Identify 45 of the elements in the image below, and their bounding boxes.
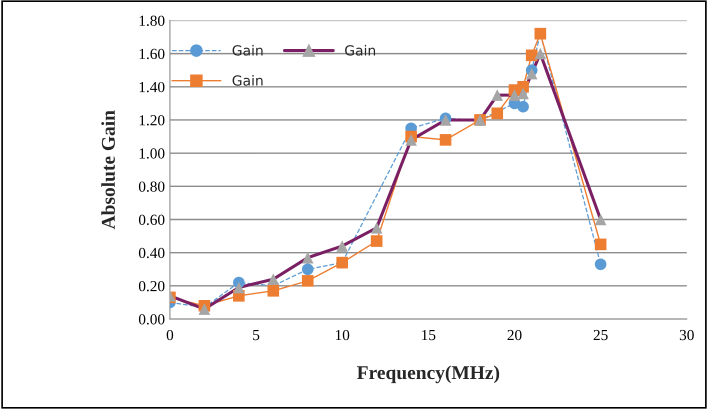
y-tick-label: 0.80 — [138, 181, 164, 192]
y-tick-label: 0.20 — [138, 280, 164, 292]
point — [440, 134, 452, 146]
point — [233, 282, 245, 294]
point — [267, 273, 280, 286]
point — [302, 252, 314, 264]
x-tick-label: 15 — [422, 330, 436, 340]
point — [302, 275, 314, 287]
point — [267, 285, 280, 297]
y-tick-label: 1.40 — [140, 82, 164, 92]
point — [370, 235, 382, 247]
x-axis-title: Frequency(MHz) — [357, 366, 500, 384]
point — [517, 80, 529, 93]
y-tick-label: 0.60 — [138, 214, 164, 226]
point — [594, 258, 606, 270]
point — [491, 108, 504, 120]
point — [594, 238, 606, 250]
y-tick-label: 0.00 — [138, 314, 164, 325]
x-tick-label: 30 — [680, 330, 694, 340]
point — [517, 88, 529, 100]
point — [370, 222, 382, 234]
x-tick-label: 0 — [166, 330, 174, 340]
legend-label: Gain — [345, 44, 376, 56]
x-tick-label: 10 — [336, 330, 350, 340]
x-tick-label: 5 — [253, 330, 260, 340]
y-tick-label: 0.40 — [138, 248, 164, 258]
legend-label: Gain — [232, 44, 263, 56]
point — [517, 100, 529, 113]
point — [526, 49, 538, 62]
x-tick-label: 25 — [594, 330, 608, 340]
point — [508, 89, 520, 101]
point — [302, 263, 314, 276]
y-axis-title: Absolute Gain — [101, 110, 115, 230]
x-tick-label: 20 — [508, 330, 522, 340]
point — [526, 68, 538, 80]
legend-label: Gain — [232, 75, 263, 86]
y-tick-label: 1.00 — [140, 148, 164, 159]
y-tick-label: 1.80 — [140, 16, 164, 26]
point — [336, 240, 348, 252]
point — [491, 89, 504, 101]
point — [594, 214, 606, 226]
point — [534, 48, 546, 60]
point — [405, 134, 417, 146]
y-tick-label: 1.20 — [140, 115, 164, 126]
y-tick-label: 1.60 — [140, 48, 164, 60]
